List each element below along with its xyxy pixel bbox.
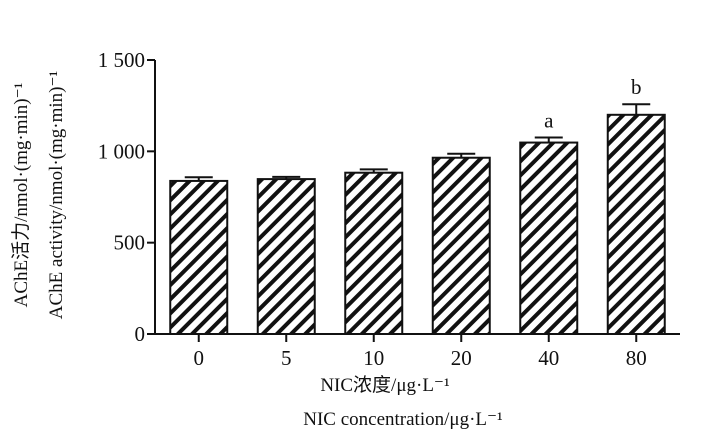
y-tick-label: 1 500 — [98, 48, 145, 72]
x-axis-title-cn: NIC浓度/μg·L⁻¹ — [320, 374, 450, 396]
y-ticks: 0 500 1 000 1 500 — [98, 48, 155, 346]
x-axis-title-en: NIC concentration/μg·L⁻¹ — [303, 409, 503, 430]
bars: ab — [169, 75, 666, 335]
bar — [606, 113, 666, 335]
bar — [169, 179, 229, 335]
y-tick-label: 500 — [114, 231, 146, 255]
x-ticks: 0 5 10 20 40 80 — [194, 334, 647, 370]
x-tick-label: 5 — [281, 346, 292, 370]
x-tick-label: 80 — [626, 346, 647, 370]
bar — [431, 156, 491, 335]
axes — [154, 60, 680, 335]
bar — [519, 141, 579, 335]
bar — [256, 178, 316, 335]
y-axis-title-en: AChE activity/nmol·(mg·min)⁻¹ — [46, 70, 67, 319]
y-tick-label: 1 000 — [98, 139, 145, 163]
x-tick-label: 0 — [194, 346, 205, 370]
y-axis-title-cn: AChE活力/nmol·(mg·min)⁻¹ — [10, 82, 32, 307]
y-tick-label: 0 — [135, 322, 146, 346]
significance-label: b — [631, 75, 642, 99]
x-tick-label: 40 — [538, 346, 559, 370]
bar — [344, 171, 404, 335]
x-tick-label: 10 — [363, 346, 384, 370]
x-tick-label: 20 — [451, 346, 472, 370]
significance-label: a — [544, 108, 554, 132]
